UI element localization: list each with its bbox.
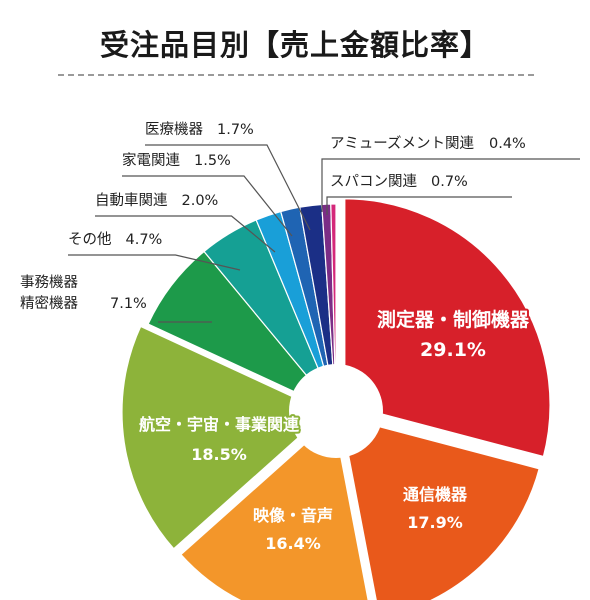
slice-7-label: 自動車関連 bbox=[95, 192, 168, 209]
slice-1-wedge bbox=[342, 196, 553, 460]
slice-11-label-group: アミューズメント関連 0.4% bbox=[321, 135, 580, 212]
slice-10-value: 0.7% bbox=[431, 174, 468, 190]
slice-2-label: 通信機器 bbox=[403, 485, 468, 504]
slice-1-label-group: 測定器・制御機器 29.1% bbox=[375, 306, 532, 363]
title-divider bbox=[58, 74, 534, 76]
slice-8-label-group: 家電関連 1.5% bbox=[122, 152, 293, 237]
slice-5-label-line-1: 事務機器 bbox=[20, 274, 78, 291]
slice-10-label: スパコン関連 bbox=[330, 173, 417, 190]
slice-10-label-group: スパコン関連 0.7% bbox=[326, 173, 512, 215]
slice-11-leader bbox=[321, 158, 580, 212]
slice-3-label-group: 映像・音声 16.4% bbox=[253, 506, 333, 553]
slice-7-leader bbox=[95, 215, 276, 253]
slice-6-label: その他 bbox=[68, 231, 112, 248]
slice-9-label-group: 医療機器 1.7% bbox=[145, 121, 311, 231]
slice-7-value: 2.0% bbox=[182, 193, 219, 209]
slice-5-label-line-2: 精密機器 bbox=[20, 295, 78, 312]
slice-2-label-group: 通信機器 17.9% bbox=[403, 485, 468, 532]
donut-hole bbox=[289, 364, 383, 458]
slice-11-label: アミューズメント関連 bbox=[330, 135, 474, 152]
slice-4-label: 航空・宇宙・事業関連 bbox=[139, 415, 300, 434]
chart-title: 受注品目別【売上金額比率】 bbox=[99, 28, 490, 62]
slice-1-value: 29.1% bbox=[420, 339, 486, 361]
slice-2-value: 17.9% bbox=[407, 513, 463, 532]
slice-2-wedge bbox=[338, 413, 543, 600]
slice-5-value: 7.1% bbox=[110, 296, 147, 312]
slice-7-label-group: 自動車関連 2.0% bbox=[95, 192, 276, 253]
slice-6-label-group: その他 4.7% bbox=[68, 231, 241, 271]
slice-4-value: 18.5% bbox=[191, 445, 247, 464]
slice-8-value: 1.5% bbox=[194, 153, 231, 169]
slice-1-label: 測定器・制御機器 bbox=[377, 308, 530, 331]
slice-8-leader bbox=[122, 175, 293, 237]
slice-11-value: 0.4% bbox=[489, 136, 526, 152]
slice-9-value: 1.7% bbox=[217, 122, 254, 138]
slice-10-leader bbox=[326, 196, 512, 215]
slice-6-leader bbox=[68, 254, 241, 271]
slice-8-label: 家電関連 bbox=[122, 152, 180, 169]
slice-3-wedge bbox=[177, 413, 371, 600]
slice-6-value: 4.7% bbox=[126, 232, 163, 248]
slice-3-value: 16.4% bbox=[265, 534, 321, 553]
slice-3-label: 映像・音声 bbox=[253, 506, 333, 525]
slice-11-wedge bbox=[330, 203, 337, 412]
slice-9-label: 医療機器 bbox=[145, 121, 203, 138]
slice-9-leader bbox=[145, 144, 311, 231]
slice-4-wedge bbox=[119, 323, 331, 553]
slice-4-label-group: 航空・宇宙・事業関連 18.5% bbox=[137, 413, 302, 466]
